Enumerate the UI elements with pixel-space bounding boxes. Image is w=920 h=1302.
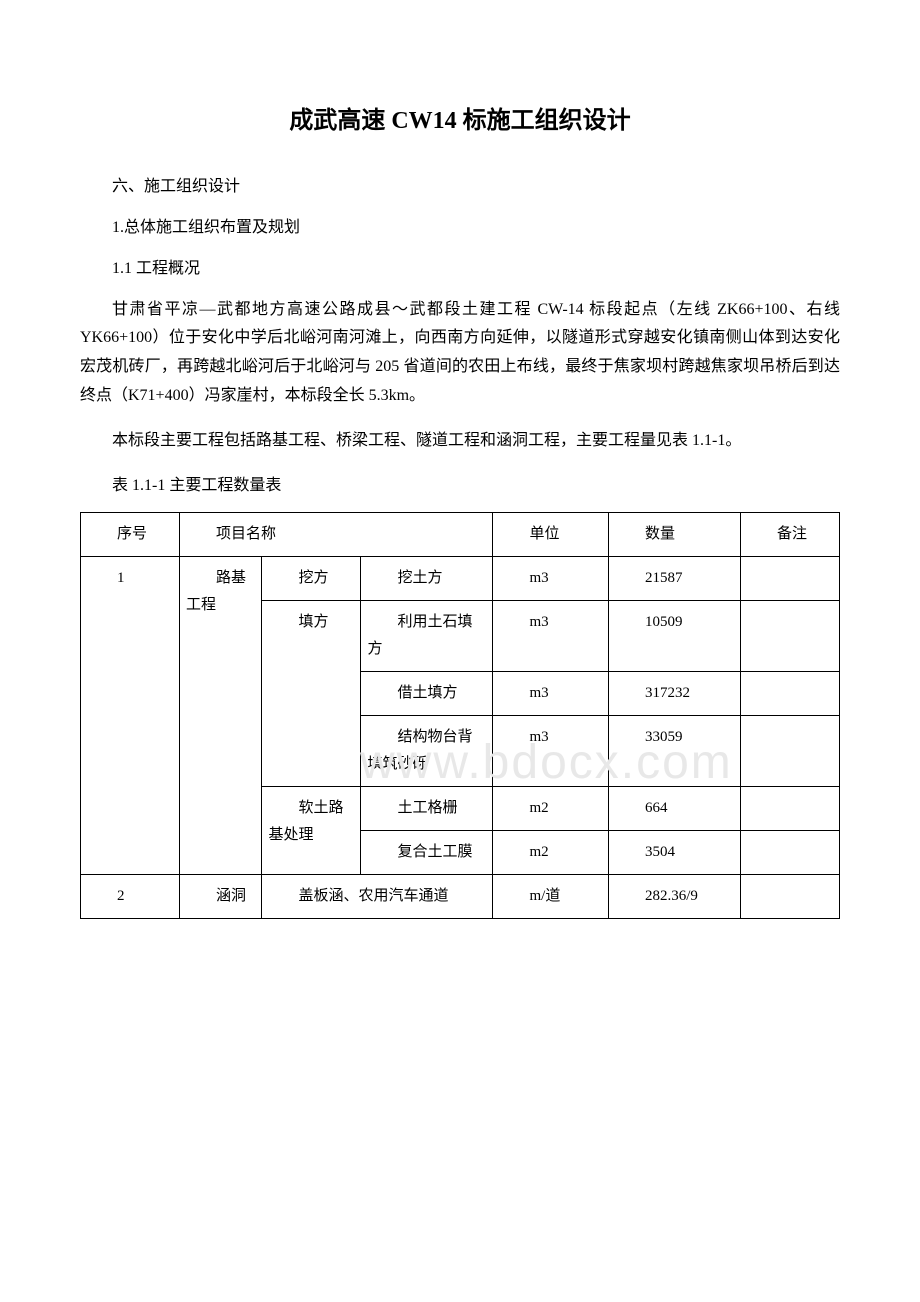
header-note: 备注	[747, 521, 833, 548]
subsection-heading-2: 1.1 工程概况	[80, 255, 840, 284]
table-row: 2 涵洞 盖板涵、农用汽车通道 m/道 282.36/9	[81, 875, 840, 919]
header-seq: 序号	[87, 521, 173, 548]
cell-sub3-qty1: 664	[615, 795, 734, 822]
cell-sub2-item2: 借土填方	[367, 680, 486, 707]
cell-sub2-qty3: 33059	[615, 724, 734, 751]
header-unit: 单位	[499, 521, 601, 548]
section-heading-1: 六、施工组织设计	[80, 173, 840, 202]
cell-sub1-qty: 21587	[615, 565, 734, 592]
quantity-table: 序号 项目名称 单位 数量 备注 1 路基工程 挖方 挖土方 m3 21587 …	[80, 512, 840, 919]
cell-sub1-label: 挖方	[268, 565, 354, 592]
cell-category-2: 涵洞	[186, 883, 255, 910]
cell-qty-2: 282.36/9	[615, 883, 734, 910]
cell-sub2-qty2: 317232	[615, 680, 734, 707]
cell-unit-2: m/道	[499, 883, 601, 910]
cell-seq-2: 2	[87, 883, 173, 910]
document-title: 成武高速 CW14 标施工组织设计	[80, 100, 840, 143]
header-qty: 数量	[615, 521, 734, 548]
cell-sub2-unit2: m3	[499, 680, 601, 707]
header-name: 项目名称	[186, 521, 486, 548]
cell-sub2-item3: 结构物台背填筑砂砾	[367, 724, 486, 778]
cell-seq-1: 1	[87, 565, 173, 592]
paragraph-1: 甘肃省平凉—武都地方高速公路成县～武都段土建工程 CW-14 标段起点（左线 Z…	[80, 296, 840, 411]
cell-sub3-qty2: 3504	[615, 839, 734, 866]
cell-sub2-qty1: 10509	[615, 609, 734, 636]
table-header-row: 序号 项目名称 单位 数量 备注	[81, 513, 840, 557]
cell-sub3-unit1: m2	[499, 795, 601, 822]
cell-category-1: 路基工程	[186, 565, 255, 619]
cell-sub2-unit1: m3	[499, 609, 601, 636]
cell-sub2-unit3: m3	[499, 724, 601, 751]
table-caption: 表 1.1-1 主要工程数量表	[80, 472, 840, 501]
cell-item-2: 盖板涵、农用汽车通道	[268, 883, 486, 910]
cell-sub3-unit2: m2	[499, 839, 601, 866]
cell-sub1-unit: m3	[499, 565, 601, 592]
cell-sub3-item1: 土工格栅	[367, 795, 486, 822]
paragraph-2: 本标段主要工程包括路基工程、桥梁工程、隧道工程和涵洞工程，主要工程量见表 1.1…	[80, 427, 840, 456]
cell-sub3-label: 软土路基处理	[268, 795, 354, 849]
cell-sub1-item: 挖土方	[367, 565, 486, 592]
cell-sub2-item1: 利用土石填方	[367, 609, 486, 663]
cell-sub2-label: 填方	[268, 609, 354, 636]
subsection-heading-1: 1.总体施工组织布置及规划	[80, 214, 840, 243]
table-row: 1 路基工程 挖方 挖土方 m3 21587	[81, 557, 840, 601]
cell-sub3-item2: 复合土工膜	[367, 839, 486, 866]
